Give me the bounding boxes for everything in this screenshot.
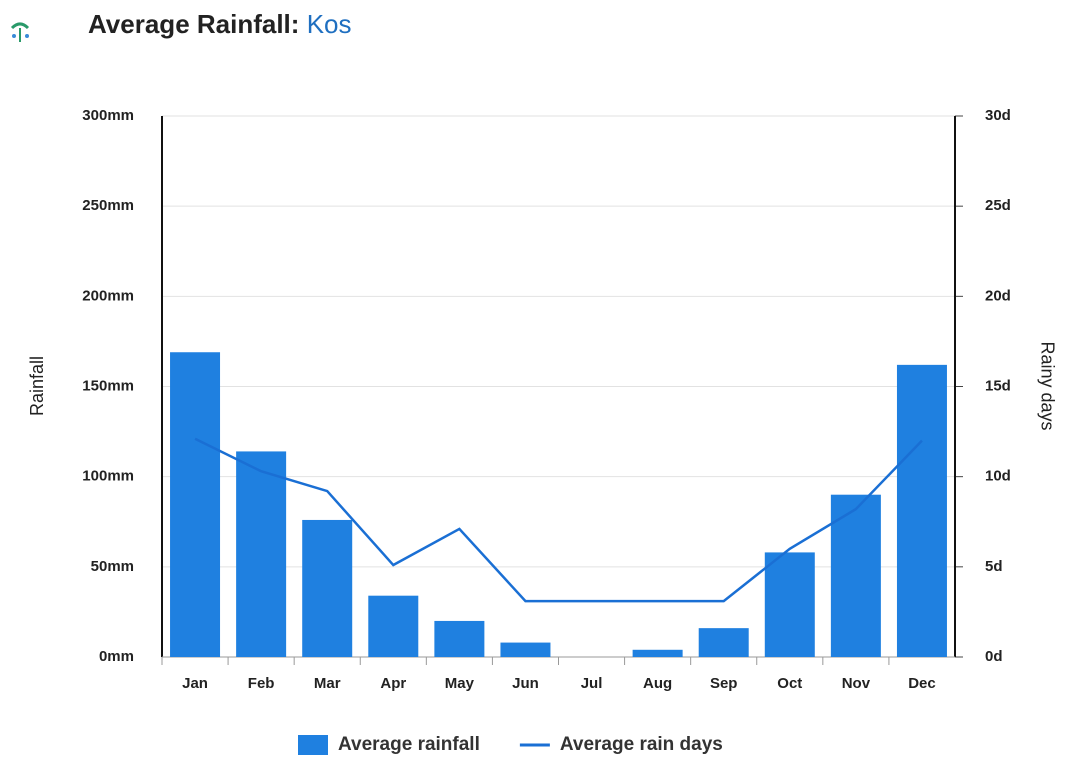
x-tick-label: Oct	[777, 675, 802, 692]
x-tick-label: Aug	[643, 675, 672, 692]
y2-tick-label: 0d	[985, 648, 1003, 665]
legend-label: Average rainfall	[338, 734, 480, 755]
y2-tick-label: 30d	[985, 107, 1011, 124]
y2-tick-label: 25d	[985, 197, 1011, 214]
y-tick-label: 50mm	[91, 558, 134, 575]
x-tick-label: Mar	[314, 675, 341, 692]
y-tick-label: 0mm	[99, 648, 134, 665]
y-tick-label: 100mm	[82, 468, 134, 485]
y-axis-label: Rainfall	[27, 356, 47, 416]
legend-label: Average rain days	[560, 734, 723, 755]
y2-tick-label: 10d	[985, 468, 1011, 485]
bar	[698, 628, 749, 657]
bar	[500, 642, 551, 657]
y2-tick-label: 15d	[985, 377, 1011, 394]
x-tick-label: Jul	[581, 675, 603, 692]
x-tick-label: Jun	[512, 675, 539, 692]
x-tick-label: Dec	[908, 675, 936, 692]
x-tick-label: Jan	[182, 675, 208, 692]
bar	[764, 552, 815, 657]
bar	[170, 352, 221, 657]
y-tick-label: 300mm	[82, 107, 134, 124]
y-tick-label: 150mm	[82, 377, 134, 394]
line	[194, 437, 923, 603]
x-tick-label: Sep	[710, 675, 738, 692]
bar	[896, 364, 947, 657]
bar	[830, 494, 881, 657]
x-tick-label: May	[445, 675, 475, 692]
location: Kos	[307, 9, 352, 39]
y2-tick-label: 20d	[985, 287, 1011, 304]
icon	[10, 22, 30, 42]
bar	[434, 620, 485, 657]
y-tick-label: 250mm	[82, 197, 134, 214]
bar	[368, 595, 419, 657]
x-tick-label: Apr	[380, 675, 406, 692]
y2-tick-label: 5d	[985, 558, 1003, 575]
bar	[632, 649, 683, 657]
legend-swatch	[298, 735, 328, 755]
title-text: Average Rainfall:	[88, 9, 299, 39]
x-tick-label: Feb	[248, 675, 275, 692]
x-tick-label: Nov	[842, 675, 871, 692]
chart-title: Average Rainfall: Kos	[88, 9, 352, 39]
y-tick-label: 200mm	[82, 287, 134, 304]
bar	[302, 519, 353, 657]
bar	[236, 451, 287, 657]
y2-axis-label: Rainy days	[1037, 341, 1057, 430]
